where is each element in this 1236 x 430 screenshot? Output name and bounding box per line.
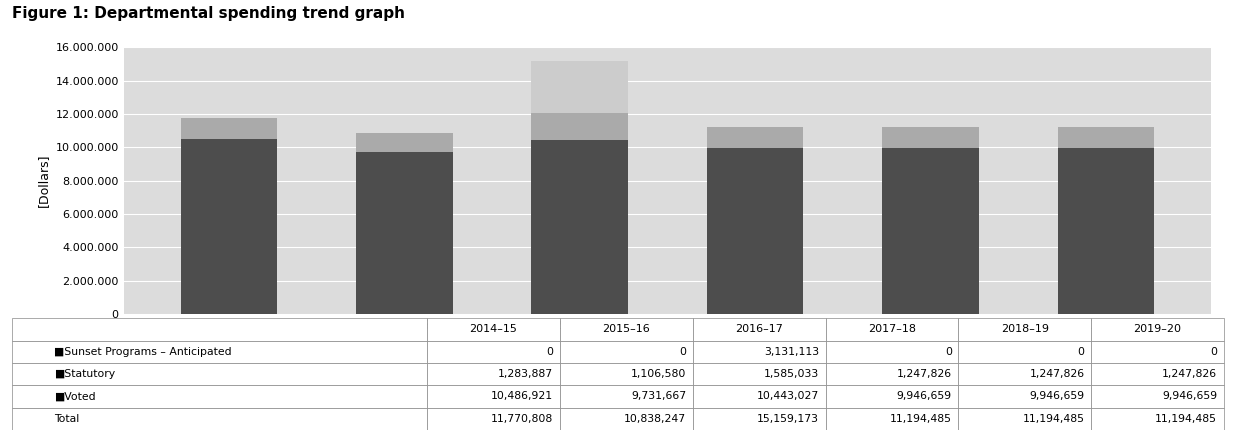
Bar bbox=[531, 140, 628, 314]
Bar bbox=[1058, 127, 1154, 148]
Bar bbox=[883, 148, 979, 314]
Y-axis label: [Dollars]: [Dollars] bbox=[37, 154, 49, 207]
Bar bbox=[883, 127, 979, 148]
Bar bbox=[1058, 148, 1154, 314]
Bar bbox=[707, 127, 803, 148]
Bar bbox=[531, 61, 628, 114]
Bar bbox=[356, 152, 452, 314]
Bar bbox=[180, 118, 277, 139]
Bar bbox=[180, 139, 277, 314]
Text: Figure 1: Departmental spending trend graph: Figure 1: Departmental spending trend gr… bbox=[12, 6, 405, 22]
Bar bbox=[707, 148, 803, 314]
Bar bbox=[531, 114, 628, 140]
Bar bbox=[356, 133, 452, 152]
